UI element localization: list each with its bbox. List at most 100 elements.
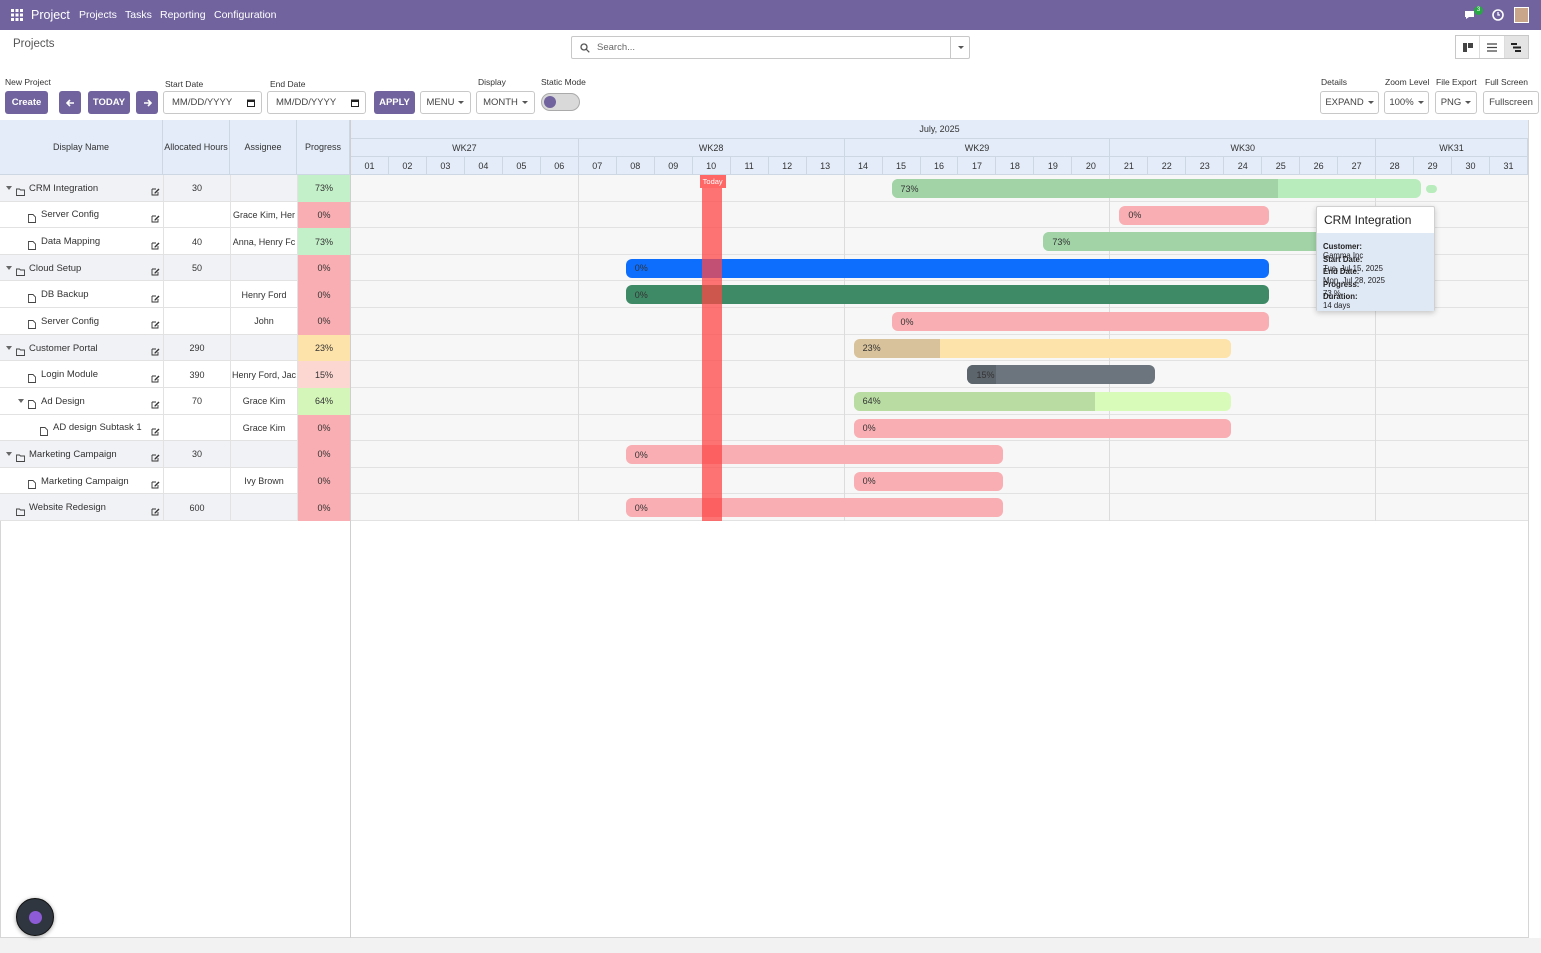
apps-icon[interactable] [11, 9, 23, 21]
edit-icon[interactable] [151, 370, 160, 388]
menu-item[interactable]: Tasks [125, 9, 152, 21]
edit-icon[interactable] [151, 423, 160, 441]
cell-hours: 390 [163, 361, 230, 388]
menu-item[interactable]: Projects [79, 9, 117, 21]
progress-cell: 0% [297, 467, 350, 495]
search-box[interactable]: Search... [571, 36, 970, 59]
edit-icon[interactable] [151, 263, 160, 281]
month-header: July, 2025 [351, 120, 1528, 139]
today-button[interactable]: TODAY [88, 91, 130, 114]
expand-caret [6, 452, 12, 457]
table-row: CRM Integration 30 73% [0, 175, 350, 202]
avatar[interactable] [1514, 7, 1529, 23]
task-name: Cloud Setup [29, 262, 82, 274]
export-dropdown[interactable]: PNG [1435, 91, 1477, 114]
file-icon [28, 316, 36, 334]
day-header: 21 [1110, 157, 1149, 175]
cell-hours: 290 [163, 334, 230, 362]
display-dropdown[interactable]: MONTH [476, 91, 535, 114]
edit-icon[interactable] [151, 503, 160, 521]
task-name: Marketing Campaign [29, 448, 117, 460]
folder-icon [16, 503, 26, 521]
chat-icon[interactable] [1464, 9, 1478, 22]
edit-icon[interactable] [151, 343, 160, 361]
gantt-bar[interactable]: 0% [853, 471, 1004, 491]
table-row: Marketing Campaign Ivy Brown 0% [0, 467, 350, 495]
cell-hours [163, 281, 230, 309]
edit-icon[interactable] [151, 449, 160, 467]
end-date-input[interactable]: MM/DD/YYYY [267, 91, 366, 114]
tooltip: CRM Integration Customer: Gamma Inc Start … [1316, 206, 1435, 311]
day-header: 16 [920, 157, 959, 175]
gantt-bar[interactable]: 0% [625, 445, 1004, 465]
gantt-bar[interactable]: 0% [853, 418, 1232, 438]
search-toggle[interactable] [950, 37, 970, 58]
zoom-dropdown[interactable]: 100% [1384, 91, 1429, 114]
next-button[interactable] [136, 91, 158, 114]
gantt-bar[interactable]: 0% [625, 498, 1004, 518]
table-row: Server Config Grace Kim, Her 0% [0, 201, 350, 229]
assistant-button[interactable] [16, 898, 54, 936]
progress-fill [967, 365, 996, 385]
gantt-bar[interactable]: 0% [891, 312, 1270, 332]
details-dropdown[interactable]: EXPAND [1320, 91, 1379, 114]
bar-label: 0% [634, 502, 648, 513]
column-header: Display Name [0, 120, 163, 175]
navbar: Project Projects Tasks Reporting Configu… [0, 0, 1541, 30]
create-button[interactable]: Create [5, 91, 48, 114]
apply-button[interactable]: APPLY [374, 91, 415, 114]
tooltip-title: CRM Integration [1324, 213, 1412, 227]
folder-icon [16, 449, 26, 467]
kanban-view[interactable] [1456, 36, 1479, 58]
file-icon [28, 237, 36, 255]
gantt-bar[interactable]: 23% [853, 338, 1232, 358]
edit-icon[interactable] [151, 183, 160, 201]
clock-icon[interactable] [1492, 9, 1504, 21]
cell-hours: 30 [163, 441, 230, 468]
gantt-bar[interactable]: 0% [625, 285, 1270, 305]
gantt-bar[interactable]: 64% [853, 391, 1232, 411]
file-icon [28, 476, 36, 494]
bar-label: 23% [862, 343, 881, 354]
edit-icon[interactable] [151, 210, 160, 228]
today-label: Today [699, 175, 726, 188]
edit-icon[interactable] [151, 476, 160, 494]
day-header: 25 [1262, 157, 1301, 175]
prev-button[interactable] [59, 91, 81, 114]
cell-hours [163, 308, 230, 335]
fullscreen-button[interactable]: Fullscreen [1483, 91, 1539, 114]
gantt-bar[interactable]: 73% [891, 179, 1422, 198]
progress-cell: 0% [297, 281, 350, 309]
gantt-bar[interactable]: 15% [967, 365, 1156, 385]
menu-dropdown[interactable]: MENU [420, 91, 471, 114]
bar-label: 0% [862, 476, 876, 487]
column-header: Assignee [230, 120, 297, 175]
file-icon [28, 210, 36, 228]
file-icon [40, 423, 48, 441]
edit-icon[interactable] [151, 396, 160, 414]
gantt-bar[interactable]: 0% [625, 258, 1270, 278]
app-name[interactable]: Project [31, 8, 70, 22]
progress-fill [853, 338, 941, 358]
task-name: Ad Design [41, 395, 85, 407]
field-label: Customer: [1323, 242, 1362, 251]
edit-icon[interactable] [151, 290, 160, 308]
expand-caret [6, 186, 12, 191]
list-view[interactable] [1479, 36, 1503, 58]
gantt-view[interactable] [1503, 36, 1528, 58]
gantt-bar[interactable]: 0% [1119, 205, 1270, 225]
progress-cell: 0% [297, 494, 350, 522]
menu-item[interactable]: Reporting [160, 9, 206, 21]
dropdown-text: MENU [426, 97, 455, 108]
static-mode-toggle[interactable] [541, 93, 580, 111]
field-value: Tue, Jul 15, 2025 [1323, 263, 1383, 273]
start-date-input[interactable]: MM/DD/YYYY [163, 91, 262, 114]
edit-icon[interactable] [151, 316, 160, 334]
edit-icon[interactable] [151, 237, 160, 255]
cell-hours [163, 414, 230, 442]
day-header: 24 [1224, 157, 1263, 175]
cell-assignee: Grace Kim [230, 387, 297, 415]
menu-item[interactable]: Configuration [214, 9, 277, 21]
table-row: Marketing Campaign 30 0% [0, 441, 350, 468]
